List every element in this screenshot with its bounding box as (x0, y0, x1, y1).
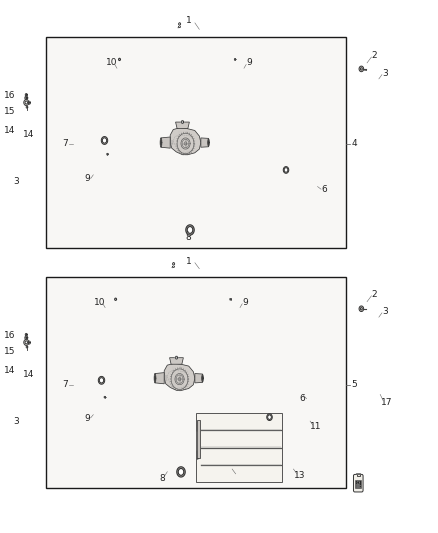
Polygon shape (25, 341, 28, 344)
Polygon shape (25, 101, 28, 104)
Text: 7: 7 (62, 140, 68, 148)
Text: 16: 16 (4, 332, 15, 340)
Polygon shape (102, 138, 106, 143)
Bar (196, 431, 197, 450)
Text: 5: 5 (351, 381, 357, 389)
Polygon shape (24, 340, 29, 345)
Text: 3: 3 (14, 417, 20, 425)
Polygon shape (161, 137, 170, 148)
Text: 1: 1 (185, 16, 191, 25)
Polygon shape (24, 100, 29, 106)
Text: 12: 12 (226, 471, 238, 480)
Text: 14: 14 (23, 370, 34, 378)
Text: 13: 13 (294, 471, 306, 480)
Polygon shape (176, 122, 189, 128)
Text: 16: 16 (4, 92, 15, 100)
Text: 10: 10 (94, 298, 106, 307)
Text: 6: 6 (321, 185, 327, 193)
Text: 8: 8 (159, 474, 165, 482)
Text: 14: 14 (23, 130, 34, 139)
FancyBboxPatch shape (353, 474, 363, 492)
Bar (355, 480, 361, 488)
Circle shape (181, 120, 184, 124)
Bar (196, 413, 282, 482)
Polygon shape (155, 373, 164, 384)
Polygon shape (98, 376, 105, 384)
Text: 2: 2 (372, 52, 377, 60)
Polygon shape (268, 415, 272, 419)
Text: 8: 8 (185, 233, 191, 241)
Text: 3: 3 (14, 177, 20, 185)
Text: 2: 2 (372, 290, 377, 298)
Text: 6: 6 (299, 394, 305, 403)
Polygon shape (164, 364, 195, 390)
Text: 9: 9 (247, 59, 253, 67)
Bar (197, 420, 201, 458)
Bar (46, 37, 346, 248)
Polygon shape (359, 306, 364, 311)
Text: 7: 7 (62, 381, 68, 389)
Bar (357, 474, 360, 476)
Polygon shape (283, 167, 289, 173)
Polygon shape (99, 378, 104, 383)
Text: 4: 4 (351, 140, 357, 148)
Polygon shape (177, 467, 185, 477)
Polygon shape (170, 127, 201, 155)
Text: 9: 9 (85, 174, 91, 183)
Polygon shape (186, 225, 194, 235)
Text: 9: 9 (85, 414, 91, 423)
Text: 15: 15 (4, 348, 15, 356)
Polygon shape (267, 414, 272, 421)
Polygon shape (360, 68, 362, 70)
Polygon shape (179, 22, 180, 26)
Bar (46, 277, 346, 488)
Text: 1: 1 (185, 257, 191, 265)
Polygon shape (173, 262, 175, 265)
Text: 3: 3 (382, 69, 389, 78)
Text: 3: 3 (382, 308, 389, 316)
Polygon shape (101, 136, 108, 144)
Text: 14: 14 (4, 126, 15, 135)
Polygon shape (201, 138, 208, 147)
Polygon shape (178, 469, 184, 475)
Text: 9: 9 (242, 298, 248, 307)
Polygon shape (170, 358, 184, 364)
Text: 10: 10 (106, 59, 117, 67)
Polygon shape (359, 66, 364, 71)
Text: 11: 11 (310, 422, 321, 431)
Polygon shape (284, 168, 288, 172)
Circle shape (175, 356, 178, 359)
Text: 17: 17 (381, 398, 392, 407)
Polygon shape (360, 308, 362, 310)
Bar (357, 473, 360, 474)
Text: 14: 14 (4, 366, 15, 375)
Polygon shape (187, 227, 193, 233)
Text: 15: 15 (4, 108, 15, 116)
Polygon shape (195, 374, 202, 383)
